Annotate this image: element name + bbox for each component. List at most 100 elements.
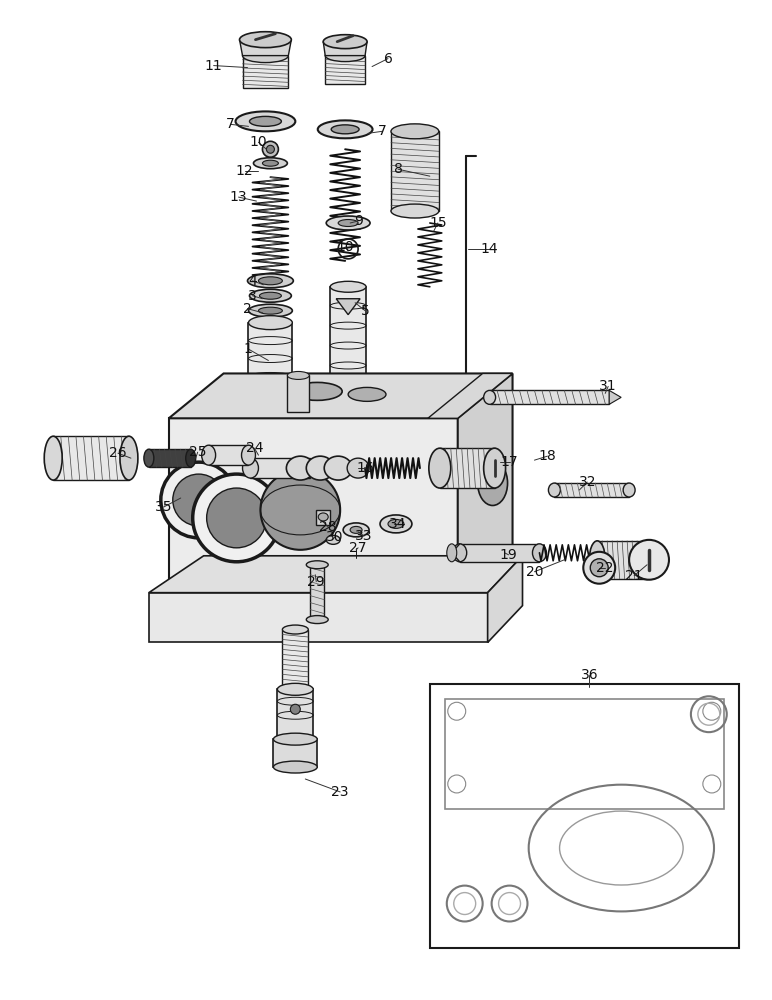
Text: 25: 25 — [189, 445, 206, 459]
Text: 36: 36 — [581, 668, 598, 682]
Bar — [310, 565, 324, 620]
Bar — [336, 458, 360, 474]
Text: 21: 21 — [625, 569, 643, 583]
Bar — [287, 375, 310, 412]
Ellipse shape — [242, 458, 259, 478]
Ellipse shape — [253, 158, 287, 169]
Polygon shape — [256, 442, 284, 462]
Circle shape — [193, 474, 280, 562]
Ellipse shape — [286, 456, 314, 480]
Polygon shape — [323, 42, 367, 56]
Bar — [489, 390, 609, 404]
Ellipse shape — [533, 544, 547, 562]
Bar — [598, 541, 647, 579]
Text: 35: 35 — [155, 500, 173, 514]
Ellipse shape — [259, 277, 283, 285]
Ellipse shape — [249, 304, 293, 317]
Ellipse shape — [327, 535, 340, 544]
Text: 29: 29 — [307, 575, 325, 589]
Text: 31: 31 — [599, 379, 617, 393]
Ellipse shape — [344, 523, 369, 537]
Ellipse shape — [391, 204, 438, 218]
Text: 7: 7 — [226, 117, 235, 131]
Text: 23: 23 — [331, 785, 349, 799]
Text: 33: 33 — [355, 529, 373, 543]
Bar — [283, 630, 308, 689]
Bar — [249, 323, 293, 442]
Ellipse shape — [452, 544, 467, 562]
Text: 17: 17 — [501, 455, 518, 469]
Ellipse shape — [347, 458, 369, 478]
Polygon shape — [458, 373, 513, 593]
Ellipse shape — [325, 50, 365, 62]
Text: 24: 24 — [245, 441, 263, 455]
Ellipse shape — [259, 292, 281, 299]
Ellipse shape — [248, 274, 293, 288]
Polygon shape — [609, 390, 621, 404]
Polygon shape — [488, 556, 523, 642]
Ellipse shape — [330, 281, 366, 292]
Ellipse shape — [249, 116, 281, 126]
Text: 22: 22 — [597, 561, 614, 575]
Text: 15: 15 — [429, 216, 447, 230]
Bar — [325, 56, 365, 84]
Ellipse shape — [249, 435, 293, 449]
Text: 19: 19 — [499, 548, 517, 562]
Ellipse shape — [332, 469, 364, 479]
Ellipse shape — [242, 445, 256, 465]
Text: 16: 16 — [356, 461, 374, 475]
Text: 12: 12 — [235, 164, 253, 178]
Text: 4: 4 — [248, 274, 257, 288]
Ellipse shape — [293, 382, 342, 400]
Text: 32: 32 — [578, 475, 596, 489]
Ellipse shape — [283, 625, 308, 634]
Circle shape — [290, 704, 300, 714]
Polygon shape — [169, 373, 513, 418]
Ellipse shape — [44, 436, 63, 480]
Ellipse shape — [332, 453, 364, 463]
Ellipse shape — [380, 515, 412, 533]
Polygon shape — [266, 462, 276, 476]
Bar — [149, 449, 191, 467]
Bar — [460, 544, 540, 562]
Text: 9: 9 — [354, 214, 363, 228]
Ellipse shape — [338, 220, 358, 226]
Text: 20: 20 — [526, 565, 543, 579]
Ellipse shape — [330, 443, 366, 454]
Ellipse shape — [483, 448, 506, 488]
Ellipse shape — [235, 111, 296, 131]
Ellipse shape — [144, 449, 154, 467]
Text: 34: 34 — [389, 517, 407, 531]
Circle shape — [207, 488, 266, 548]
Ellipse shape — [330, 411, 366, 422]
Text: 10: 10 — [337, 240, 354, 254]
Ellipse shape — [447, 544, 457, 562]
Circle shape — [161, 462, 236, 538]
Ellipse shape — [428, 448, 451, 488]
Text: 6: 6 — [384, 52, 392, 66]
Text: 2: 2 — [243, 302, 252, 316]
Ellipse shape — [548, 483, 560, 497]
Bar — [440, 448, 495, 488]
Ellipse shape — [350, 526, 362, 533]
Text: 28: 28 — [320, 520, 337, 534]
Ellipse shape — [120, 436, 138, 480]
Ellipse shape — [331, 125, 359, 134]
Ellipse shape — [629, 540, 669, 580]
Polygon shape — [149, 593, 488, 642]
Ellipse shape — [318, 513, 328, 521]
Ellipse shape — [478, 461, 507, 505]
Text: 13: 13 — [230, 190, 247, 204]
Bar — [242, 56, 289, 88]
Ellipse shape — [589, 541, 605, 579]
Text: 8: 8 — [394, 162, 402, 176]
Ellipse shape — [242, 49, 289, 63]
Ellipse shape — [239, 32, 291, 48]
Text: 10: 10 — [249, 135, 267, 149]
Text: 3: 3 — [248, 289, 257, 303]
Text: 30: 30 — [327, 530, 344, 544]
Text: 27: 27 — [350, 541, 367, 555]
Ellipse shape — [249, 316, 293, 330]
Text: 5: 5 — [361, 304, 370, 318]
Ellipse shape — [283, 685, 308, 694]
